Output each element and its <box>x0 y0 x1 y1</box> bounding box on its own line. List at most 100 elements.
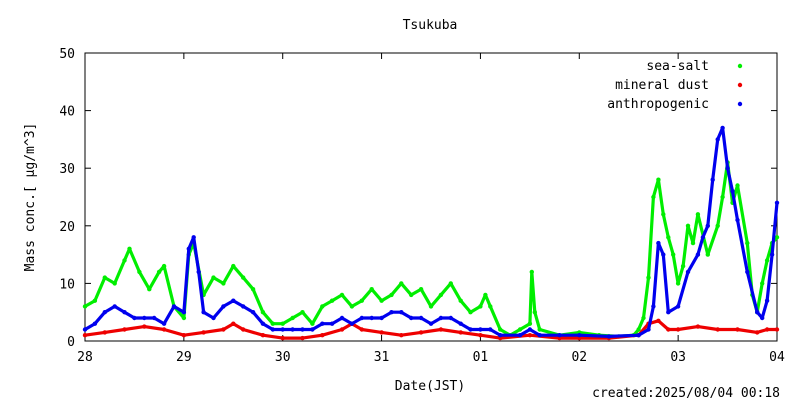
data-point <box>418 287 424 292</box>
data-point <box>142 315 147 321</box>
data-point <box>329 321 335 326</box>
data-point <box>537 327 542 332</box>
y-tick-label: 40 <box>59 105 75 120</box>
data-point <box>710 177 715 182</box>
data-point <box>300 310 305 315</box>
data-point <box>122 258 127 263</box>
chart-title: Tsukuba <box>403 18 458 33</box>
data-point <box>359 327 364 332</box>
data-point <box>211 315 216 321</box>
data-point <box>527 321 533 326</box>
data-point <box>458 330 463 335</box>
data-point <box>774 200 780 205</box>
data-point <box>320 304 325 309</box>
data-point <box>764 258 770 263</box>
data-point <box>231 321 236 326</box>
data-point <box>132 315 137 321</box>
data-point <box>483 292 488 298</box>
data-point <box>517 333 523 338</box>
data-point <box>171 304 177 309</box>
data-point <box>418 315 424 321</box>
data-point <box>112 281 117 286</box>
data-point <box>250 310 256 315</box>
data-point <box>675 304 681 309</box>
data-point <box>290 315 295 321</box>
y-axis: 0 10 20 30 40 50 <box>59 47 777 350</box>
legend-label: sea-salt <box>646 59 709 74</box>
data-point <box>725 166 730 171</box>
data-point <box>122 327 127 332</box>
data-point <box>656 177 661 182</box>
data-point <box>181 310 187 315</box>
data-point <box>695 212 701 217</box>
data-point <box>241 304 246 309</box>
y-tick-label: 0 <box>67 335 75 350</box>
data-point <box>720 194 725 200</box>
data-point <box>428 321 434 326</box>
data-point <box>102 330 108 335</box>
data-point <box>379 315 384 321</box>
legend-marker <box>737 101 743 107</box>
data-point <box>774 327 780 332</box>
x-tick-label: 03 <box>670 350 686 365</box>
data-point <box>196 269 201 275</box>
data-point <box>221 304 226 309</box>
data-point <box>409 292 414 298</box>
data-series <box>82 125 780 341</box>
data-point <box>310 327 315 332</box>
data-point <box>161 321 167 326</box>
data-point <box>557 333 562 338</box>
data-point <box>359 298 364 303</box>
data-point <box>641 315 646 321</box>
x-tick-label: 02 <box>571 350 587 365</box>
data-point <box>241 327 246 332</box>
x-axis-label: Date(JST) <box>395 379 465 394</box>
data-point <box>329 298 335 303</box>
data-point <box>359 315 364 321</box>
data-point <box>399 281 404 286</box>
x-tick-label: 30 <box>275 350 291 365</box>
data-point <box>755 310 760 315</box>
y-axis-label: Mass conc.[ μg/m^3] <box>23 123 38 272</box>
data-point <box>181 333 187 338</box>
data-point <box>690 240 696 246</box>
data-point <box>379 330 384 335</box>
data-point <box>231 263 236 269</box>
data-point <box>142 324 147 329</box>
data-point <box>478 304 483 309</box>
data-point <box>399 333 404 338</box>
x-tick-label: 31 <box>374 350 390 365</box>
data-point <box>231 298 236 303</box>
data-point <box>250 287 256 292</box>
data-point <box>241 275 246 280</box>
data-point <box>161 263 167 269</box>
data-point <box>221 327 226 332</box>
data-point <box>369 315 374 321</box>
data-point <box>389 310 394 315</box>
data-point <box>339 292 345 298</box>
data-point <box>646 275 651 280</box>
data-point <box>675 327 681 332</box>
data-point <box>260 310 266 315</box>
data-point <box>300 327 305 332</box>
data-point <box>695 324 701 329</box>
data-point <box>468 327 473 332</box>
legend-label: mineral dust <box>615 78 709 93</box>
data-point <box>646 327 651 332</box>
x-tick-label: 29 <box>176 350 192 365</box>
data-point <box>280 327 285 332</box>
data-point <box>720 125 725 131</box>
data-point <box>300 335 305 341</box>
data-point <box>270 321 275 326</box>
data-point <box>760 281 765 286</box>
data-point <box>695 252 701 257</box>
data-point <box>700 235 706 240</box>
plot-frame <box>84 52 778 342</box>
data-point <box>478 333 483 338</box>
data-point <box>270 327 275 332</box>
data-point <box>636 333 641 338</box>
data-point <box>764 327 770 332</box>
legend-marker <box>737 63 743 69</box>
data-point <box>448 315 453 321</box>
data-point <box>260 333 266 338</box>
